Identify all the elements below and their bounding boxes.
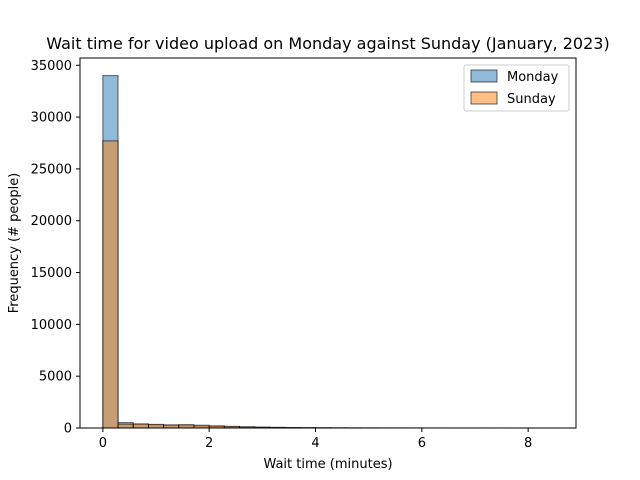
bars-layer <box>102 75 560 429</box>
legend-label-monday: Monday <box>507 70 559 85</box>
x-axis-label: Wait time (minutes) <box>263 457 392 472</box>
x-tick-label-2: 2 <box>205 436 213 451</box>
x-tick-label-4: 4 <box>311 436 319 451</box>
legend-swatch-monday <box>470 69 498 83</box>
plot-frame <box>79 57 577 429</box>
y-tick-label-0: 0 <box>64 422 72 437</box>
y-axis-ticks: 0 5000 10000 15000 20000 25000 30000 35000 <box>31 59 80 437</box>
x-axis-ticks: 0 2 4 6 8 <box>99 428 532 451</box>
y-tick-label-25000: 25000 <box>31 162 72 177</box>
bar-sunday-bin-5 <box>178 424 195 429</box>
y-tick-label-15000: 15000 <box>31 266 72 281</box>
bar-sunday-bin-1 <box>117 423 134 429</box>
y-tick-label-35000: 35000 <box>31 59 72 74</box>
bar-sunday-bin-0 <box>102 140 119 429</box>
legend-label-sunday: Sunday <box>507 92 556 107</box>
y-axis-label: Frequency (# people) <box>7 173 22 314</box>
x-tick-label-6: 6 <box>418 436 426 451</box>
y-tick-label-30000: 30000 <box>31 111 72 126</box>
chart-title: Wait time for video upload on Monday aga… <box>46 34 609 53</box>
legend-swatch-sunday <box>470 91 498 105</box>
y-tick-label-5000: 5000 <box>39 370 72 385</box>
x-tick-label-8: 8 <box>524 436 532 451</box>
y-tick-label-10000: 10000 <box>31 318 72 333</box>
bar-sunday-bin-2 <box>132 423 149 429</box>
bar-sunday-bin-3 <box>147 423 165 429</box>
legend: Monday Sunday <box>463 64 570 112</box>
x-tick-label-0: 0 <box>99 436 107 451</box>
y-tick-label-20000: 20000 <box>31 214 72 229</box>
